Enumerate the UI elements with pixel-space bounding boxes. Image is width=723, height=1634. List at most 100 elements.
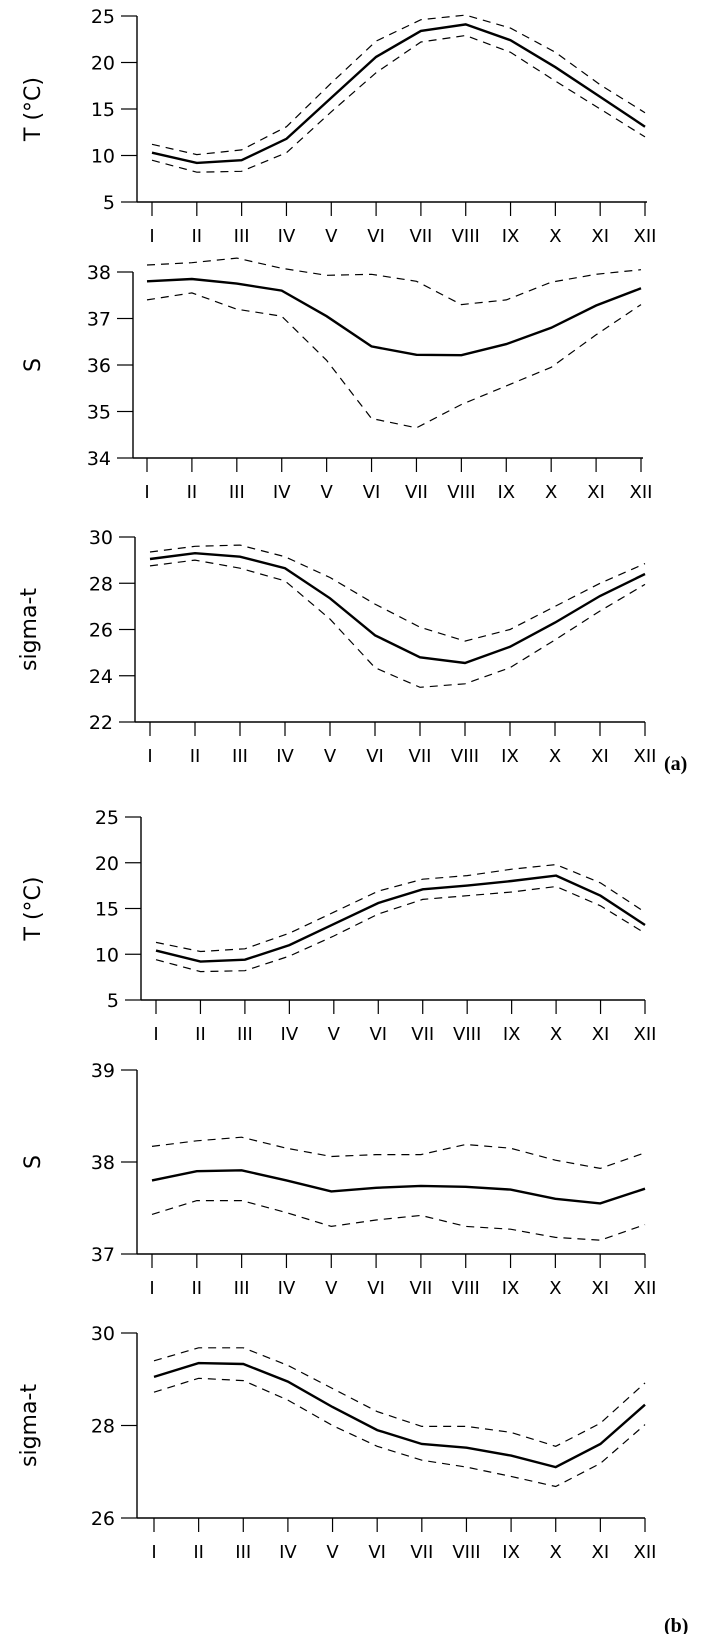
panel-1-ylabel: T (°C) [21,77,46,142]
panel-2-xtick-label-8: IX [497,482,515,503]
panel-5-xtick-label-0: I [149,1278,154,1299]
panel-2-xtick-label-3: IV [273,482,291,503]
panel-2-ytick-label-1: 35 [87,402,111,424]
panel-3-ytick-label-3: 28 [89,573,113,595]
panel-3-xtick-label-3: IV [276,746,294,767]
panel-5-upper-bound-line [151,1136,646,1170]
panel-3-xtick-label-8: IX [501,746,519,767]
panel-1-xtick-label-8: IX [502,226,520,247]
panel-2-ytick-label-2: 36 [87,355,111,377]
panel-3-xtick-label-2: III [232,746,248,767]
panel-2-ytick-label-0: 34 [87,448,111,470]
panel-6-xtick-label-2: III [235,1542,251,1563]
panel-2-xtick-label-1: II [187,482,198,503]
panel-4-xtick-label-4: V [328,1024,341,1045]
panel-2-mean-line [146,277,642,357]
panel-1-ytick-label-1: 10 [91,146,115,168]
panel-1-xtick-label-1: II [192,226,203,247]
panel-3-ytick-label-4: 30 [89,527,113,549]
panel-1-xtick-label-2: III [234,226,250,247]
panel-4-ytick-label-2: 15 [95,899,119,921]
panel-2-xtick-label-6: VII [405,482,428,503]
panel-5-lower-bound-line [151,1199,646,1241]
panel-2-ytick-label-4: 38 [87,262,111,284]
panel-1-lower-bound-line [151,34,646,173]
panel-5-xtick-label-3: IV [278,1278,296,1299]
panel-6-xtick-label-8: IX [502,1542,520,1563]
panel-6-xtick-label-4: V [326,1542,339,1563]
panel-3-xtick-label-4: V [324,746,337,767]
panel-4-ytick-label-4: 25 [95,807,119,829]
panel-2-upper-bound-line [146,257,642,306]
panel-1-xtick-label-6: VII [409,226,432,247]
panel-4-xtick-label-0: I [153,1024,158,1045]
panel-6-mean-line [153,1361,646,1469]
panel-5-xtick-label-2: III [234,1278,250,1299]
panel-5-mean-line [151,1169,646,1205]
panel-5-ytick-label-2: 39 [91,1060,115,1082]
panel-5-xtick-label-8: IX [502,1278,520,1299]
panel-1-mean-line [151,23,646,165]
panel-5-ytick-label-1: 38 [91,1152,115,1174]
panel-1-xtick-label-10: XI [591,226,609,247]
panel-2-xtick-label-4: V [320,482,333,503]
panel-6-tag: (b) [664,1615,688,1634]
panel-1-xtick-label-3: IV [278,226,296,247]
panel-6-ytick-label-2: 30 [91,1323,115,1345]
panel-1-xtick-label-5: VI [367,226,385,247]
panel-3-xtick-label-10: XI [591,746,609,767]
panel-2-xtick-label-9: X [545,482,557,503]
panel-4-xtick-label-5: VI [369,1024,387,1045]
panel-4-ytick-label-1: 10 [95,944,119,966]
panel-4-xtick-label-8: IX [503,1024,521,1045]
panel-3-xtick-label-0: I [147,746,152,767]
panel-6-ylabel: sigma-t [17,1384,42,1467]
panel-4-upper-bound-line [155,863,646,953]
panel-3-xtick-label-5: VI [366,746,384,767]
panel-6-xtick-label-1: II [193,1542,204,1563]
panel-1-xtick-label-7: VIII [452,226,480,247]
panel-3-ytick-label-2: 26 [89,620,113,642]
panel-2-xtick-label-2: III [229,482,245,503]
panel-4-xtick-label-11: XII [634,1024,657,1045]
panel-2-ylabel: S [21,358,46,372]
panel-2-xtick-label-0: I [144,482,149,503]
panel-2-xtick-label-11: XII [630,482,653,503]
panel-2-xtick-label-7: VIII [447,482,475,503]
panel-1-ytick-label-2: 15 [91,99,115,121]
panel-5-xtick-label-7: VIII [452,1278,480,1299]
panel-3-xtick-label-7: VIII [451,746,479,767]
panel-5-xtick-label-5: VI [367,1278,385,1299]
panel-6-lower-bound-line [153,1377,646,1488]
panel-1-xtick-label-0: I [149,226,154,247]
panel-5-xtick-label-11: XII [634,1278,657,1299]
panel-4-mean-line [155,874,646,963]
panel-1-ytick-label-0: 5 [103,192,115,214]
panel-5-xtick-label-1: II [192,1278,203,1299]
panel-1-xtick-label-9: X [549,226,561,247]
panel-3-xtick-label-11: XII [634,746,657,767]
panel-4-xtick-label-6: VII [411,1024,434,1045]
panel-1-ytick-label-3: 20 [91,53,115,75]
panel-1-xtick-label-4: V [325,226,338,247]
panel-3-tag: (a) [664,753,687,775]
panel-3-xtick-label-6: VII [409,746,432,767]
panel-6-xtick-label-11: XII [634,1542,657,1563]
panel-3-upper-bound-line [149,544,646,642]
panel-1-upper-bound-line [151,14,646,156]
panel-3-mean-line [149,551,646,665]
panel-6-xtick-label-5: VI [368,1542,386,1563]
panel-6-ytick-label-1: 28 [91,1416,115,1438]
panel-1-ytick-label-4: 25 [91,6,115,28]
panel-3-xtick-label-1: II [190,746,201,767]
panel-5-xtick-label-10: XI [591,1278,609,1299]
panel-4-xtick-label-9: X [550,1024,562,1045]
panel-3-ytick-label-1: 24 [89,666,113,688]
panel-2-ytick-label-3: 37 [87,309,111,331]
panel-2-lower-bound-line [146,292,642,429]
panel-4-ytick-label-0: 5 [107,990,119,1012]
panel-3-ylabel: sigma-t [17,588,42,671]
panel-6-ytick-label-0: 26 [91,1508,115,1530]
